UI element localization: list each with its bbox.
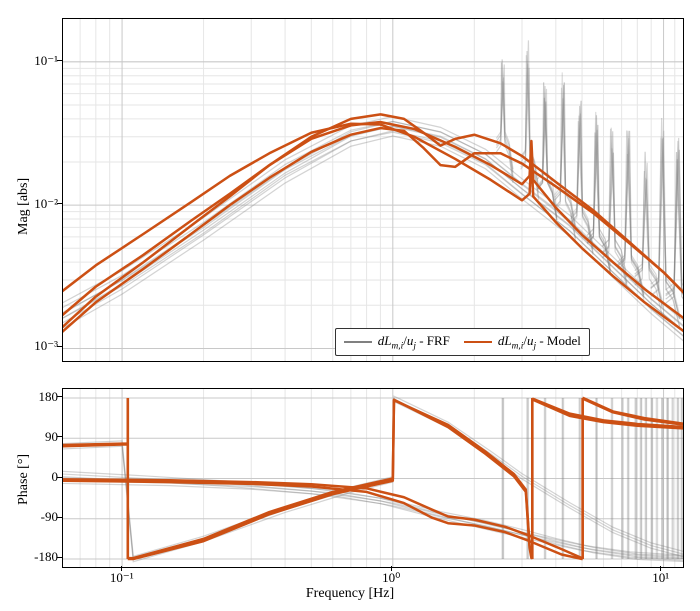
mag-ytick: 10⁻² <box>10 196 58 212</box>
phase-ytick: 90 <box>10 429 58 445</box>
magnitude-plot-svg <box>62 18 684 362</box>
phase-ytick: -90 <box>10 509 58 525</box>
mag-ytick: 10⁻³ <box>10 338 58 354</box>
phase-plot-svg <box>62 388 684 568</box>
legend: dLm,i/uj - FRF dLm,i/uj - Model <box>335 328 590 357</box>
phase-ytick: -180 <box>10 549 58 565</box>
magnitude-panel <box>62 18 684 362</box>
xtick: 10⁰ <box>382 570 400 586</box>
legend-swatch-model <box>464 341 492 343</box>
legend-swatch-frf <box>344 341 372 343</box>
phase-ytick: 0 <box>10 469 58 485</box>
xtick: 10¹ <box>652 570 669 586</box>
legend-item-model: dLm,i/uj - Model <box>464 333 581 352</box>
xtick: 10⁻¹ <box>110 570 134 586</box>
mag-ytick: 10⁻¹ <box>10 53 58 69</box>
legend-label-model: dLm,i/uj - Model <box>498 333 581 352</box>
x-axis-label: Frequency [Hz] <box>0 586 700 602</box>
legend-label-frf: dLm,i/uj - FRF <box>378 333 450 352</box>
bode-figure: Mag [abs] Phase [°] Frequency [Hz] 10⁻³1… <box>0 0 700 611</box>
x-axis-label-text: Frequency [Hz] <box>306 586 394 601</box>
phase-panel <box>62 388 684 568</box>
legend-item-frf: dLm,i/uj - FRF <box>344 333 450 352</box>
phase-ytick: 180 <box>10 389 58 405</box>
